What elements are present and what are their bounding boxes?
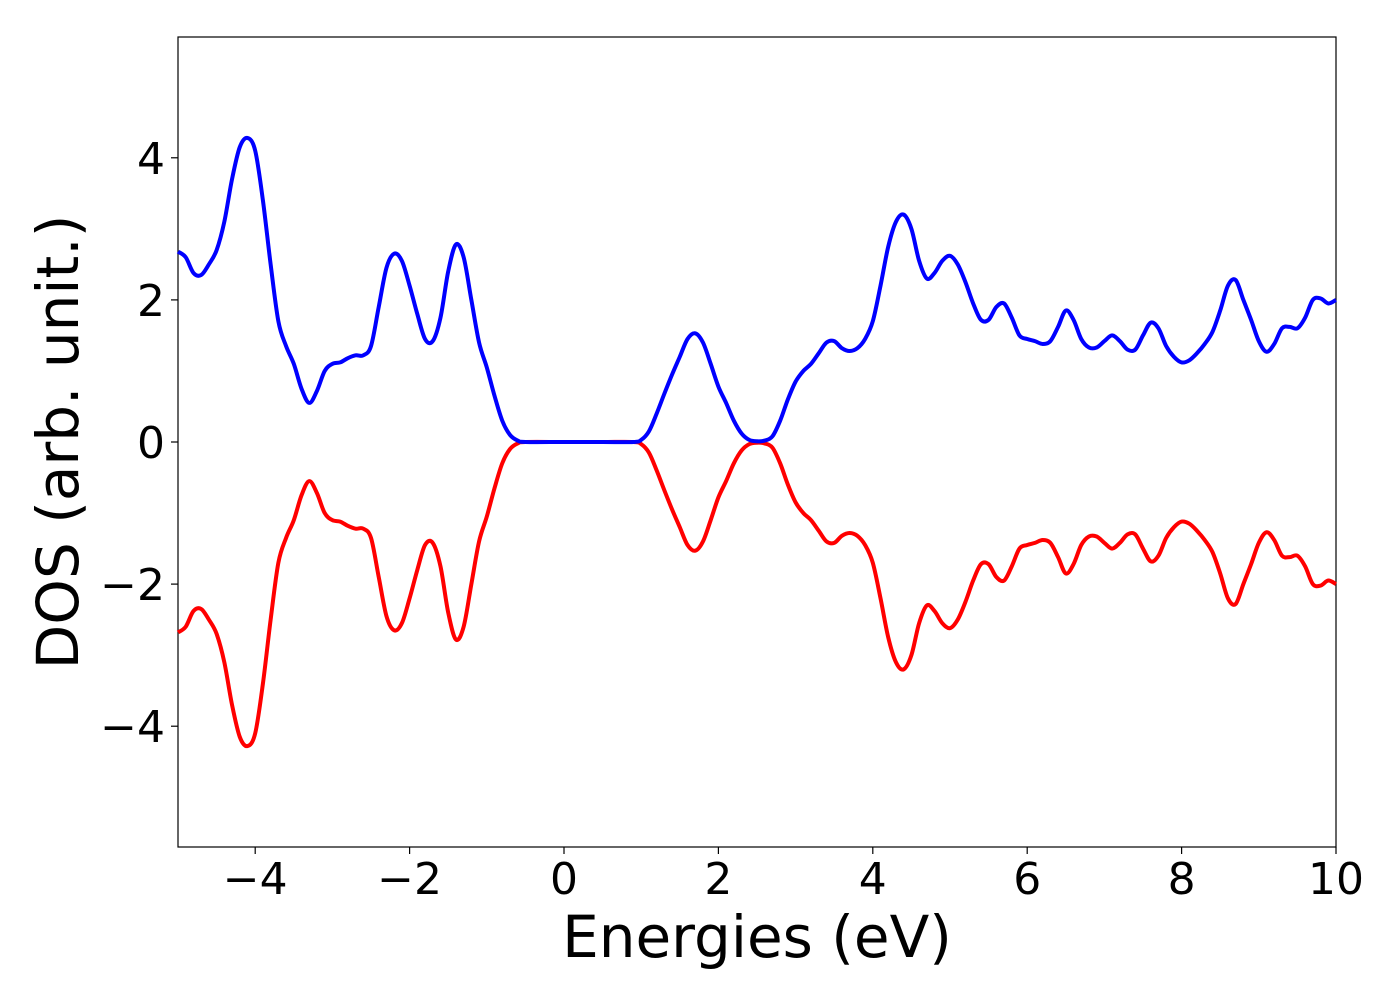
y-tick-label: 4 (137, 134, 165, 185)
y-tick-label: 0 (137, 418, 165, 469)
x-tick-label: −2 (377, 854, 442, 905)
x-tick-label: 8 (1168, 854, 1196, 905)
x-tick-label: 10 (1308, 854, 1364, 905)
y-tick-label: −2 (100, 560, 165, 611)
y-tick-label: −4 (100, 702, 165, 753)
series-layer (176, 135, 1337, 749)
y-tick-label: 2 (137, 276, 165, 327)
x-axis-ticks: −4 −2 0 2 4 6 8 10 (223, 847, 1364, 905)
x-tick-label: 0 (550, 854, 578, 905)
x-tick-label: −4 (223, 854, 288, 905)
x-tick-label: 4 (859, 854, 887, 905)
series-line-1 (176, 439, 1337, 749)
x-tick-label: 6 (1013, 854, 1041, 905)
series-line-0 (176, 135, 1337, 445)
y-axis-label: DOS (arb. unit.) (24, 215, 92, 670)
y-axis-ticks: −4 −2 0 2 4 (100, 134, 178, 753)
x-tick-label: 2 (704, 854, 732, 905)
x-axis-label: Energies (eV) (562, 903, 952, 971)
